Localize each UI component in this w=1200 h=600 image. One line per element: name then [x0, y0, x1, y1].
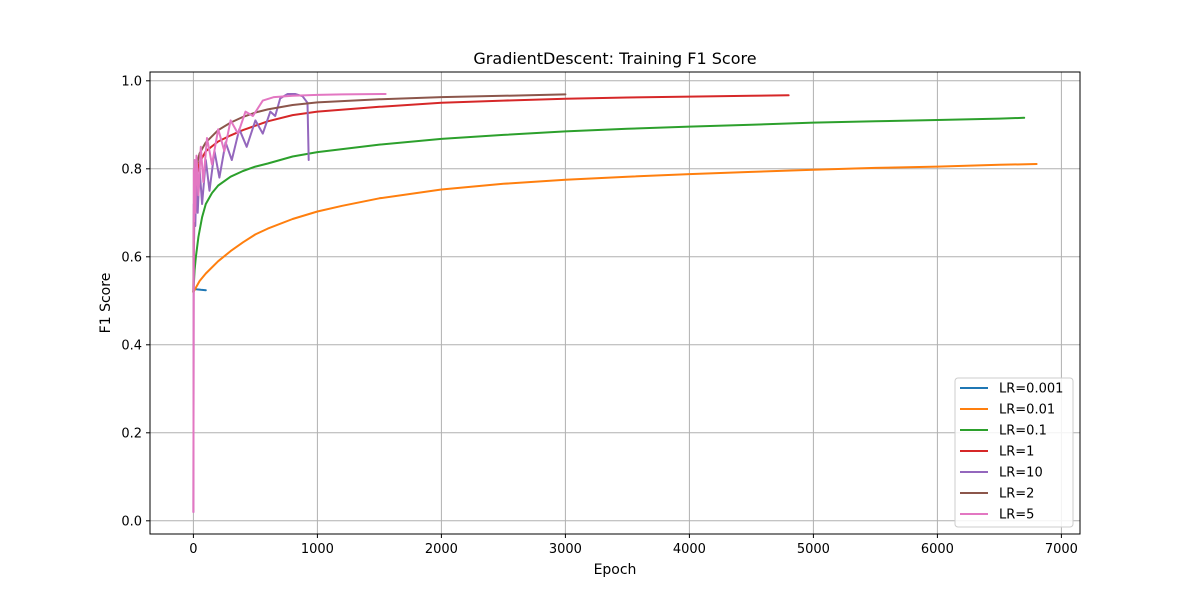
grid — [150, 72, 1080, 534]
plot-background — [150, 72, 1080, 534]
legend-label: LR=2 — [999, 487, 1034, 502]
x-tick-label: 0 — [189, 542, 197, 557]
axis-ticks: 0 1000 2000 3000 4000 5000 6000 7000 0.0 0.2 0.4 0.… — [121, 74, 1078, 557]
x-axis-label: Epoch — [594, 562, 637, 578]
legend-label: LR=5 — [999, 508, 1034, 523]
legend: LR=0.001 LR=0.01 LR=0.1 LR=1 LR=10 LR=2 LR=5 — [954, 377, 1074, 528]
y-tick-label: 0.8 — [121, 162, 142, 177]
series-lines — [192, 93, 1038, 513]
x-tick-label: 1000 — [301, 542, 334, 557]
y-axis-label: F1 Score — [98, 273, 114, 334]
legend-box — [954, 377, 1074, 528]
legend-label: LR=0.001 — [999, 382, 1063, 397]
y-tick-label: 0.0 — [121, 514, 142, 529]
x-tick-label: 6000 — [921, 542, 954, 557]
x-tick-label: 2000 — [425, 542, 458, 557]
x-tick-label: 7000 — [1045, 542, 1078, 557]
series-line-lr-5 — [192, 93, 387, 513]
y-tick-label: 0.4 — [121, 338, 142, 353]
legend-label: LR=10 — [999, 466, 1043, 481]
series-line-lr-0-1 — [192, 116, 1026, 293]
x-tick-label: 4000 — [673, 542, 706, 557]
legend-label: LR=0.01 — [999, 403, 1055, 418]
x-tick-label: 3000 — [549, 542, 582, 557]
y-tick-label: 0.6 — [121, 250, 142, 265]
chart-title: GradientDescent: Training F1 Score — [473, 49, 756, 68]
legend-label: LR=0.1 — [999, 424, 1047, 439]
plot-frame — [149, 71, 1081, 535]
y-tick-label: 1.0 — [121, 74, 142, 89]
legend-label: LR=1 — [999, 445, 1034, 460]
series-line-lr-0-01 — [192, 163, 1038, 293]
x-tick-label: 5000 — [797, 542, 830, 557]
y-tick-label: 0.2 — [121, 426, 142, 441]
